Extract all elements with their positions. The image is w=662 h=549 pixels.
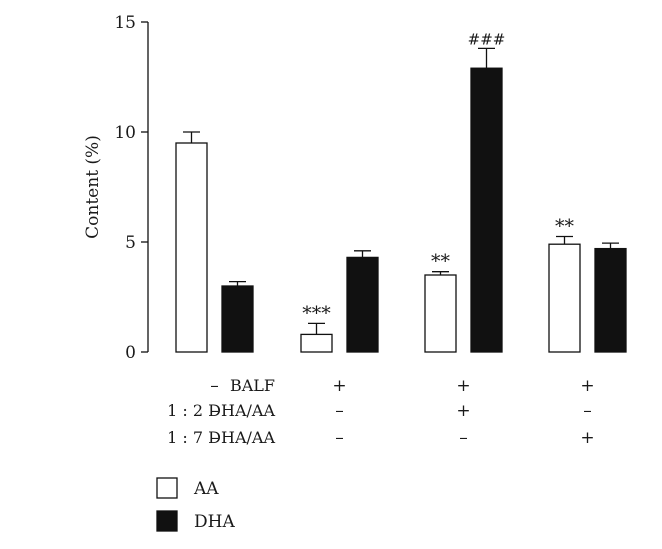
- y-tick-label: 15: [114, 13, 136, 33]
- bar-aa: [300, 333, 333, 353]
- significance-label: ###: [468, 30, 506, 48]
- condition-mark: +: [456, 376, 470, 396]
- condition-mark: –: [335, 401, 344, 421]
- bars: *******###: [175, 30, 627, 353]
- condition-mark: +: [332, 376, 346, 396]
- condition-table: BALF– + + +1 : 2 DHA/AA– – + –1 : 7 DHA/AA– – – +: [167, 376, 594, 448]
- significance-label: **: [431, 251, 451, 273]
- bar-aa: [548, 243, 581, 353]
- condition-label: 1 : 2 DHA/AA: [167, 401, 275, 420]
- condition-mark: +: [456, 401, 470, 421]
- condition-mark: –: [210, 401, 219, 421]
- condition-mark: –: [210, 376, 219, 396]
- bar-dha: [221, 285, 254, 353]
- legend-swatch-aa: [156, 477, 178, 499]
- y-tick-label: 10: [114, 123, 136, 143]
- condition-mark: –: [583, 401, 592, 421]
- bar-dha: [594, 247, 627, 353]
- axes: 0 5 10 15 Content (%): [83, 13, 149, 363]
- condition-mark: +: [580, 376, 594, 396]
- condition-mark: –: [459, 428, 468, 448]
- condition-label: BALF: [230, 376, 275, 395]
- significance-label: ***: [302, 302, 331, 324]
- bar-dha: [470, 67, 503, 353]
- condition-mark: –: [335, 428, 344, 448]
- condition-mark: +: [580, 428, 594, 448]
- legend-label: AA: [193, 479, 219, 499]
- condition-label: 1 : 7 DHA/AA: [167, 428, 275, 447]
- significance-label: **: [555, 216, 575, 238]
- legend-label: DHA: [194, 512, 235, 532]
- y-tick-label: 5: [125, 233, 136, 253]
- y-tick-label: 0: [125, 343, 136, 363]
- legend-swatch-dha: [156, 510, 178, 532]
- bar-aa: [175, 142, 208, 353]
- legend: AA DHA: [156, 477, 235, 532]
- bar-dha: [346, 256, 379, 353]
- condition-mark: –: [210, 428, 219, 448]
- y-axis-title: Content (%): [83, 135, 103, 239]
- bar-aa: [424, 274, 457, 353]
